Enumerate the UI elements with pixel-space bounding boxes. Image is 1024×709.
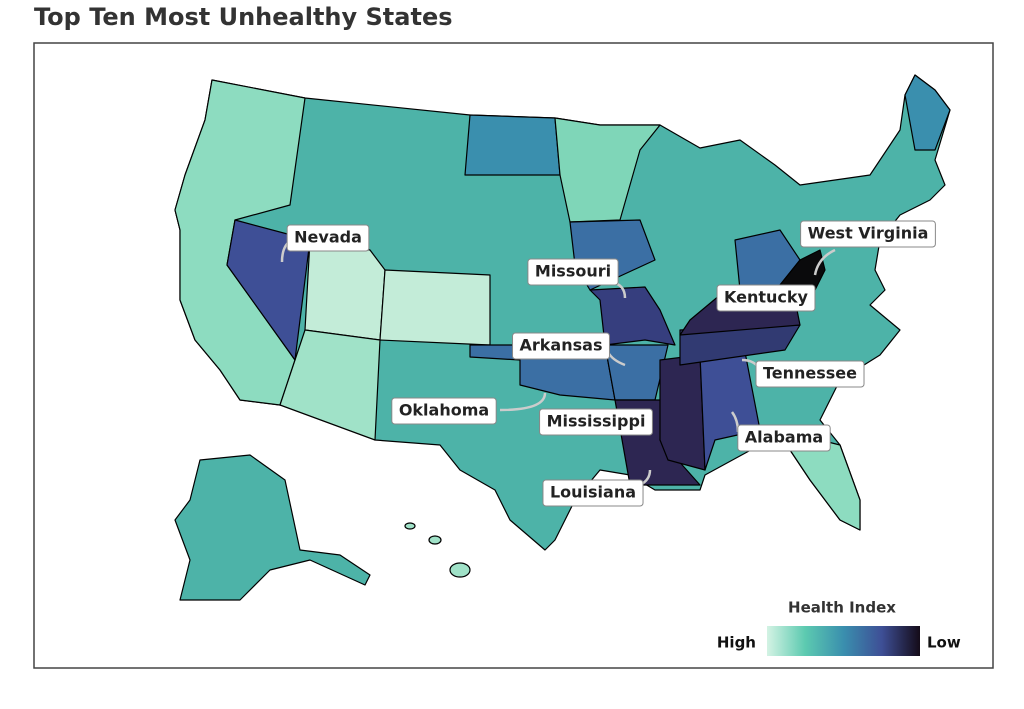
nevada [226,219,311,361]
legend-start: High [717,634,756,652]
state-label: West Virginia [808,224,929,243]
legend-gradient [767,626,920,656]
hawaii [404,522,416,530]
alaska [174,454,371,601]
west-coast [174,79,306,406]
state-label: Kentucky [724,288,809,307]
callout-box [527,258,619,286]
callout-box [737,424,831,452]
state-label: Oklahoma [399,401,489,420]
utah [304,239,386,341]
callout-box [286,224,370,252]
colorado [379,269,491,346]
state-label: Alabama [745,428,823,447]
callout-box [755,360,865,388]
leader-line [499,392,547,412]
hawaii [428,535,442,545]
maine [904,74,951,151]
state-label: Arkansas [520,336,603,355]
callout-box [512,332,610,360]
map-frame [33,42,994,669]
state-label: Missouri [535,262,611,281]
mississippi [659,354,706,471]
state-label: Mississippi [547,412,646,431]
callout-box [800,220,936,248]
arizona [279,329,381,441]
legend-end: Low [927,634,961,652]
upper-midwest [554,117,661,223]
callout-box [391,397,497,425]
state-label: Nevada [294,228,362,247]
florida [759,439,861,531]
state-label: Louisiana [550,483,636,502]
state-label: Tennessee [763,364,857,383]
callout-box [542,479,644,507]
hawaii [449,562,471,578]
leader-line [813,248,836,276]
title: Top Ten Most Unhealthy States [34,3,453,31]
callout-box [716,284,816,312]
missouri [589,286,676,346]
callout-box [539,408,653,436]
legend-title: Health Index [788,599,896,617]
north-dakota [464,114,561,176]
callouts: Nevada West Virginia Missouri Kentucky Arkan… [280,220,936,507]
